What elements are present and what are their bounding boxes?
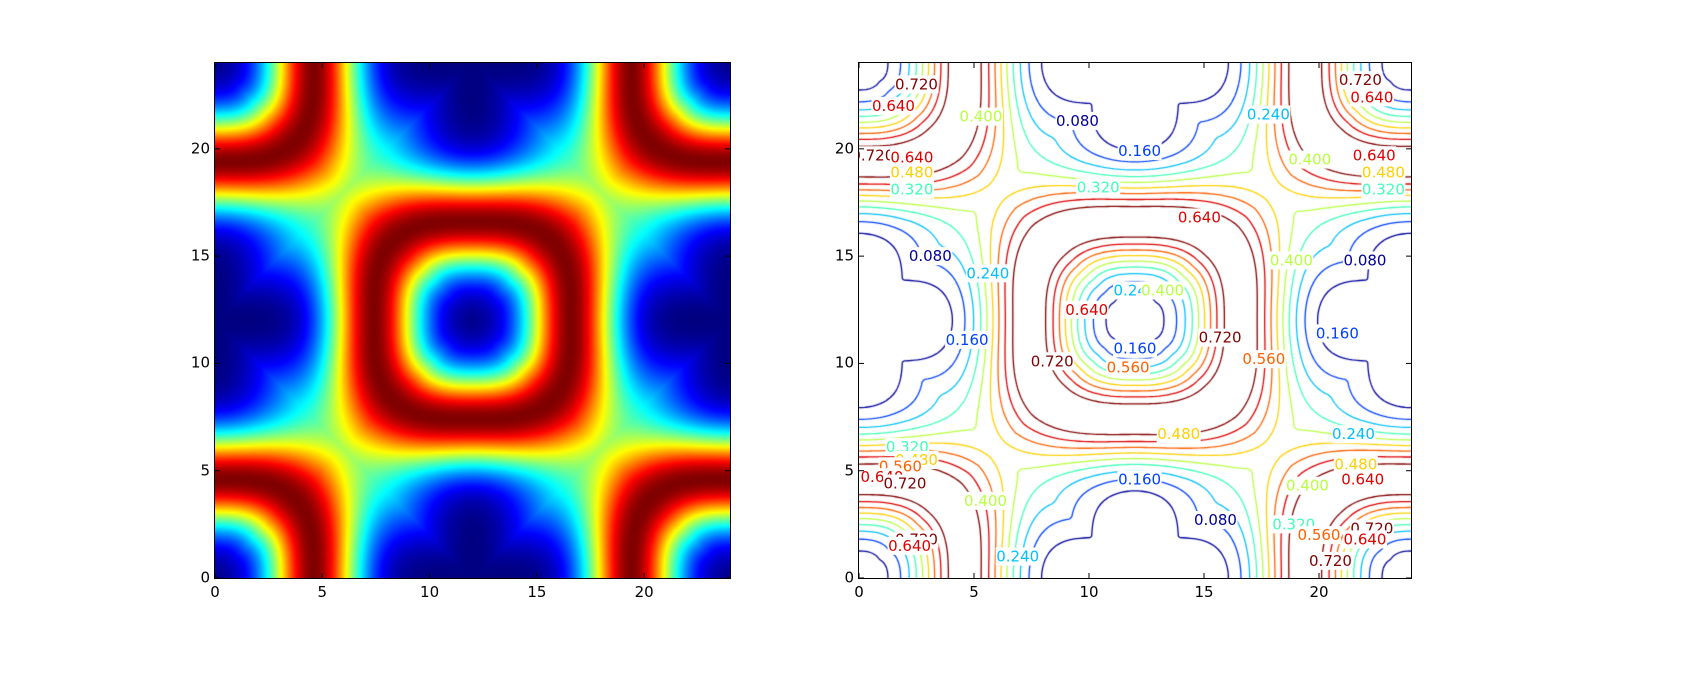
y-tick-label: 10 [190,353,210,372]
contour-level-label: 0.640 [888,537,931,555]
x-tick-label: 10 [420,583,440,601]
contour-level-label: 0.320 [1362,181,1405,199]
contour-level-label: 0.080 [1344,251,1387,269]
contour-level-label: 0.640 [1178,209,1221,227]
contour-level-label: 0.720 [1339,71,1382,89]
contour-level-label: 0.160 [946,331,989,349]
contour-level-label: 0.160 [1118,142,1161,160]
contour-level-label: 0.720 [1031,352,1074,370]
heatmap-axes [214,62,731,579]
x-tick-label: 20 [634,583,654,601]
contour-level-label: 0.160 [1118,470,1161,488]
y-tick-label: 0 [844,568,854,587]
y-tick-label: 5 [200,461,210,480]
contour-level-label: 0.480 [890,163,933,181]
contour-level-label: 0.640 [1341,470,1384,488]
contour-level-label: 0.400 [1288,151,1331,169]
x-tick-label: 0 [854,583,864,601]
contour-level-label: 0.080 [1056,112,1099,130]
x-tick-label: 20 [1309,583,1329,601]
heatmap-frame [214,62,731,579]
contour-level-label: 0.480 [1362,163,1405,181]
contour-level-label: 0.400 [1141,281,1184,299]
x-tick-label: 5 [969,583,979,601]
contour-level-label: 0.640 [1350,88,1393,106]
contour-labels: 0.6400.7200.7200.6400.4800.3200.4000.080… [859,71,1406,570]
contour-level-label: 0.720 [895,75,938,93]
contour-level-label: 0.240 [1332,425,1375,443]
contour-level-label: 0.560 [1242,350,1285,368]
contour-level-label: 0.400 [964,492,1007,510]
x-tick-label: 10 [1079,583,1099,601]
contour-axes: 0.6400.7200.7200.6400.4800.3200.4000.080… [858,62,1412,579]
x-tick-label: 15 [1194,583,1214,601]
y-tick-label: 15 [190,246,210,265]
contour-level-label: 0.720 [859,146,894,164]
x-tick-label: 15 [527,583,547,601]
x-tick-label: 0 [210,583,220,601]
contour-level-label: 0.480 [1334,455,1377,473]
x-tick-label: 5 [317,583,328,601]
contour-level-label: 0.720 [1309,552,1352,570]
y-tick-label: 20 [834,139,854,158]
y-tick-label: 20 [190,139,210,158]
contour-level-label: 0.480 [1157,425,1200,443]
contour-level-label: 0.560 [1298,526,1341,544]
contour-level-label: 0.720 [884,475,927,493]
contour-level-label: 0.400 [1286,477,1329,495]
contour-level-label: 0.560 [1107,359,1150,377]
contour-level-label: 0.240 [966,264,1009,282]
contour-level-label: 0.640 [890,148,933,166]
heatmap-image [215,63,730,578]
y-tick-label: 5 [844,461,854,480]
contour-level-label: 0.080 [909,247,952,265]
contour-level-label: 0.080 [1194,511,1237,529]
y-tick-label: 15 [834,246,854,265]
contour-level-label: 0.400 [959,108,1002,126]
contour-level-label: 0.240 [996,548,1039,566]
contour-level-label: 0.640 [1344,530,1387,548]
contour-level-label: 0.400 [1270,251,1313,269]
y-tick-label: 10 [834,353,854,372]
contour-level-label: 0.640 [1353,146,1396,164]
contour-level-label: 0.320 [1077,178,1120,196]
contour-level-label: 0.640 [1065,301,1108,319]
y-tick-label: 0 [200,568,210,587]
contour-frame [858,62,1412,579]
contour-level-label: 0.160 [1114,339,1157,357]
contour-level-label: 0.640 [872,97,915,115]
contour-level-label: 0.320 [890,181,933,199]
contour-level-label: 0.160 [1316,324,1359,342]
contour-level-label: 0.720 [1199,329,1242,347]
contour-level-label: 0.240 [1247,106,1290,124]
